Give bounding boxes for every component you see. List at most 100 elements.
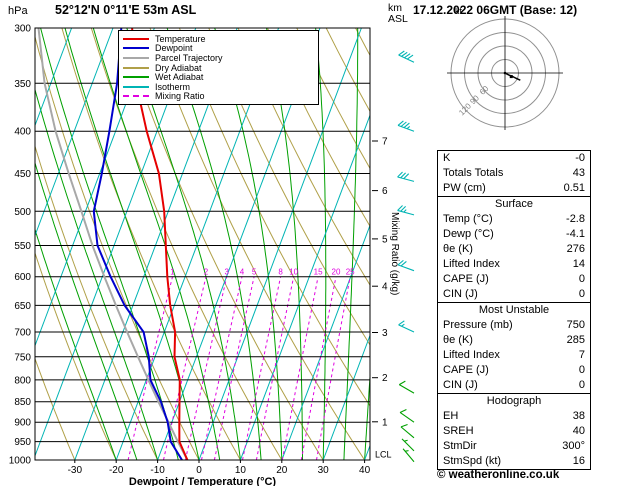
table-section-header: Surface xyxy=(495,198,533,210)
table-row-label: SREH xyxy=(443,425,474,437)
table-row-value: -2.8 xyxy=(566,213,585,225)
dewpoint-curve xyxy=(92,28,183,460)
chart-text: 30 xyxy=(318,465,330,476)
lcl-label: LCL xyxy=(375,450,392,460)
table-row-value: 300° xyxy=(562,440,585,452)
mixing-ratio-lines xyxy=(127,276,351,460)
legend-item: Dewpoint xyxy=(123,43,314,54)
chart-text: 10 xyxy=(235,465,247,476)
table-row-label: StmDir xyxy=(443,440,477,452)
table-row: CAPE (J) 0 xyxy=(438,272,590,287)
table-section: Most Unstable Pressure (mb) 750 θe (K) 285 Li… xyxy=(438,302,590,393)
km-axis-unit: km ASL xyxy=(388,3,408,25)
table-row: CIN (J) 0 xyxy=(438,287,590,302)
legend-label: Parcel Trajectory xyxy=(155,52,223,63)
mixing-ratio-axis-title: Mixing Ratio (g/kg) xyxy=(389,212,400,295)
table-row: Totals Totals 43 xyxy=(438,166,590,181)
legend-item: Wet Adiabat xyxy=(123,72,314,82)
chart-text: 1 xyxy=(170,268,175,277)
chart-text: 15 xyxy=(314,268,323,277)
table-row-label: Lifted Index xyxy=(443,258,500,270)
chart-text: 4 xyxy=(382,282,388,293)
legend-swatch xyxy=(123,85,149,88)
table-row: θe (K) 285 xyxy=(438,333,590,348)
table-row-value: 750 xyxy=(566,319,585,331)
table-row: K -0 xyxy=(438,151,590,166)
table-row-label: CAPE (J) xyxy=(443,364,489,376)
table-row-value: 16 xyxy=(572,455,585,467)
km-unit-label: km xyxy=(388,2,402,14)
watermark: © weatheronline.co.uk xyxy=(437,469,560,481)
table-row-value: 0 xyxy=(578,379,585,391)
pressure-tick-labels: 300 350 400 450 500 550 600 650 700 750 800 850 900 9… xyxy=(9,24,32,467)
chart-text: 4 xyxy=(240,268,245,277)
chart-text: 1000 xyxy=(9,456,32,467)
table-row-value: 285 xyxy=(566,334,585,346)
table-row: EH 38 xyxy=(438,409,590,424)
chart-text: 700 xyxy=(14,328,31,339)
table-row: Dewp (°C) -4.1 xyxy=(438,227,590,242)
chart-text: 20 xyxy=(332,268,341,277)
table-row: PW (cm) 0.51 xyxy=(438,181,590,196)
chart-text: -30 xyxy=(68,465,83,476)
chart-text: 5 xyxy=(382,234,388,245)
chart-text: 2 xyxy=(382,373,388,384)
skewt-plot: 3003504004505005506006507007508008509009… xyxy=(9,24,415,486)
legend-label: Dry Adiabat xyxy=(155,62,202,73)
table-row-label: Dewp (°C) xyxy=(443,228,494,240)
chart-text: 950 xyxy=(14,437,31,448)
table-row-label: StmSpd (kt) xyxy=(443,455,502,467)
legend-label: Dewpoint xyxy=(155,43,193,54)
chart-text: 450 xyxy=(14,169,31,180)
table-row: θe (K) 276 xyxy=(438,242,590,257)
legend-label: Isotherm xyxy=(155,81,191,92)
table-row-value: 0.51 xyxy=(563,182,585,194)
table-row-label: PW (cm) xyxy=(443,182,486,194)
table-row-label: θe (K) xyxy=(443,243,473,255)
run-date: 17.12.2022 06GMT (Base: 12) xyxy=(413,3,578,17)
table-row-value: 0 xyxy=(578,273,585,285)
table-row: Temp (°C) -2.8 xyxy=(438,212,590,227)
plot-frame xyxy=(34,27,371,461)
pressure-axis-unit: hPa xyxy=(8,5,28,17)
hodograph-trace xyxy=(503,71,521,81)
legend-swatch xyxy=(123,37,149,40)
table-row-value: 276 xyxy=(566,243,585,255)
chart-text: 400 xyxy=(14,127,31,138)
table-row: CAPE (J) 0 xyxy=(438,363,590,378)
legend-item: Temperature xyxy=(123,34,314,44)
chart-text: 650 xyxy=(14,301,31,312)
chart-text: 25 xyxy=(346,268,355,277)
table-section: Hodograph EH 38 SREH 40 StmDir 300° StmSpd (kt)… xyxy=(438,393,590,469)
legend-item: Mixing Ratio xyxy=(123,91,314,102)
table-row: Lifted Index 14 xyxy=(438,257,590,272)
legend-swatch xyxy=(123,56,149,59)
table-row-label: Pressure (mb) xyxy=(443,319,513,331)
chart-text: 3 xyxy=(382,328,388,339)
chart-text: 300 xyxy=(14,24,31,35)
table-row-label: EH xyxy=(443,410,459,422)
table-row-value: 0 xyxy=(578,364,585,376)
chart-text: 10 xyxy=(289,268,298,277)
storm-motion-marker xyxy=(509,75,513,79)
table-row-label: CAPE (J) xyxy=(443,273,489,285)
chart-text: 850 xyxy=(14,397,31,408)
chart-text: 550 xyxy=(14,241,31,252)
chart-text: 7 xyxy=(382,136,388,147)
legend-item: Parcel Trajectory xyxy=(123,53,314,63)
table-section: K -0 Totals Totals 43 PW (cm) 0.51 xyxy=(438,151,590,196)
legend-swatch xyxy=(123,47,149,50)
legend-item: Isotherm xyxy=(123,82,314,92)
table-row: Lifted Index 7 xyxy=(438,348,590,363)
table-row-value: -0 xyxy=(575,152,585,164)
table-row: Pressure (mb) 750 xyxy=(438,318,590,333)
legend-swatch xyxy=(123,66,149,69)
table-row-label: K xyxy=(443,152,451,164)
table-row: SREH 40 xyxy=(438,424,590,439)
mixing-ratio-value-labels: 1 2 3 4 5 8 10 15 20 25 xyxy=(170,268,355,277)
chart-text: 750 xyxy=(14,352,31,363)
profile-curves xyxy=(37,28,189,460)
legend-label: Mixing Ratio xyxy=(155,91,205,102)
